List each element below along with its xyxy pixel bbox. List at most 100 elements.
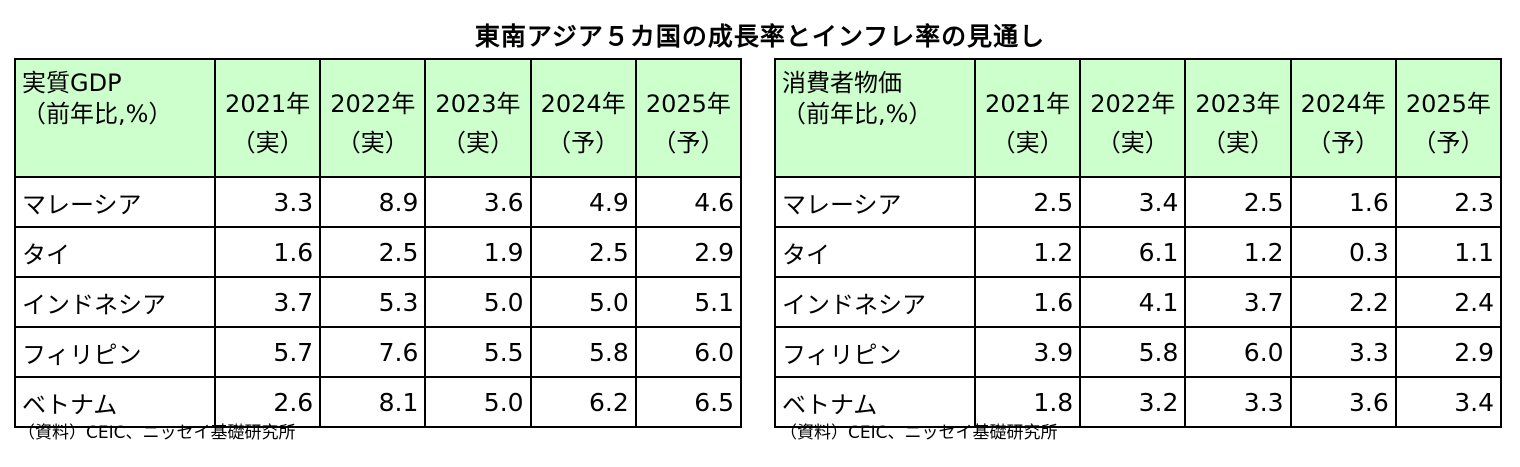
table-cell: 3.2: [1079, 376, 1187, 428]
gdp-table: 実質GDP （前年比,%） 2021年 （実） 2022年 （実） 2023年 （実）…: [14, 58, 743, 428]
table-cell: 7.6: [319, 326, 427, 378]
cpi-table: 消費者物価 （前年比,%） 2021年 （実） 2022年 （実） 2023年 （実）…: [774, 58, 1503, 428]
table-cell: 3.7: [1184, 276, 1292, 328]
table-row: フィリピン 3.9 5.8 6.0 3.3 2.9: [774, 326, 1503, 378]
table-cell: 3.7: [213, 276, 322, 328]
column-year: 2023年: [435, 90, 521, 118]
row-country: インドネシア: [774, 276, 976, 328]
table-cell: 5.0: [424, 376, 532, 428]
table-cell: 3.4: [1394, 376, 1503, 428]
gdp-header-label: 実質GDP （前年比,%）: [14, 58, 216, 178]
column-kind: （実）: [441, 129, 514, 157]
table-cell: 5.3: [319, 276, 427, 328]
gdp-header-unit: （前年比,%）: [22, 100, 173, 128]
table-cell: 2.9: [634, 226, 743, 278]
column-year: 2023年: [1195, 90, 1281, 118]
column-kind: （実）: [231, 129, 304, 157]
column-header: 2022年 （実）: [1079, 58, 1187, 178]
row-country: ベトナム: [774, 376, 976, 428]
column-year: 2021年: [985, 90, 1071, 118]
table-header-row: 消費者物価 （前年比,%） 2021年 （実） 2022年 （実） 2023年 （実）…: [774, 58, 1503, 178]
column-header: 2023年 （実）: [1184, 58, 1292, 178]
table-cell: 1.6: [213, 226, 322, 278]
table-row: ベトナム 1.8 3.2 3.3 3.6 3.4: [774, 376, 1503, 428]
table-row: ベトナム 2.6 8.1 5.0 6.2 6.5: [14, 376, 743, 428]
table-cell: 5.8: [1079, 326, 1187, 378]
table-cell: 6.1: [1079, 226, 1187, 278]
table-cell: 6.2: [529, 376, 637, 428]
table-cell: 6.5: [634, 376, 743, 428]
table-header-row: 実質GDP （前年比,%） 2021年 （実） 2022年 （実） 2023年 （実）…: [14, 58, 743, 178]
table-cell: 5.7: [213, 326, 322, 378]
cpi-header-label: 消費者物価 （前年比,%）: [774, 58, 976, 178]
table-cell: 1.8: [973, 376, 1082, 428]
column-kind: （実）: [991, 129, 1064, 157]
gdp-header-title: 実質GDP: [22, 69, 122, 97]
table-cell: 3.4: [1079, 176, 1187, 228]
table-cell: 2.6: [213, 376, 322, 428]
table-cell: 3.6: [1289, 376, 1397, 428]
row-country: フィリピン: [14, 326, 216, 378]
table-cell: 2.5: [1184, 176, 1292, 228]
column-header: 2021年 （実）: [973, 58, 1082, 178]
table-cell: 8.1: [319, 376, 427, 428]
row-country: インドネシア: [14, 276, 216, 328]
table-cell: 4.6: [634, 176, 743, 228]
table-cell: 2.3: [1394, 176, 1503, 228]
table-row: タイ 1.2 6.1 1.2 0.3 1.1: [774, 226, 1503, 278]
row-country: マレーシア: [774, 176, 976, 228]
table-cell: 2.5: [319, 226, 427, 278]
table-cell: 5.0: [424, 276, 532, 328]
column-year: 2022年: [330, 90, 416, 118]
table-cell: 5.5: [424, 326, 532, 378]
table-cell: 1.9: [424, 226, 532, 278]
column-kind: （実）: [336, 129, 409, 157]
table-cell: 2.2: [1289, 276, 1397, 328]
cpi-header-unit: （前年比,%）: [782, 100, 933, 128]
column-header: 2023年 （実）: [424, 58, 532, 178]
column-kind: （予）: [652, 129, 725, 157]
column-year: 2024年: [540, 90, 626, 118]
table-row: インドネシア 3.7 5.3 5.0 5.0 5.1: [14, 276, 743, 328]
column-header: 2024年 （予）: [529, 58, 637, 178]
source-note: （資料）CEIC、ニッセイ基礎研究所: [780, 423, 1058, 443]
table-cell: 5.1: [634, 276, 743, 328]
table-cell: 8.9: [319, 176, 427, 228]
table-cell: 2.5: [973, 176, 1082, 228]
table-cell: 3.9: [973, 326, 1082, 378]
table-cell: 3.3: [1289, 326, 1397, 378]
column-year: 2024年: [1300, 90, 1386, 118]
table-row: インドネシア 1.6 4.1 3.7 2.2 2.4: [774, 276, 1503, 328]
table-cell: 4.1: [1079, 276, 1187, 328]
row-country: タイ: [774, 226, 976, 278]
column-year: 2025年: [1405, 90, 1491, 118]
table-cell: 6.0: [634, 326, 743, 378]
table-cell: 1.1: [1394, 226, 1503, 278]
table-cell: 4.9: [529, 176, 637, 228]
table-cell: 2.9: [1394, 326, 1503, 378]
table-row: マレーシア 2.5 3.4 2.5 1.6 2.3: [774, 176, 1503, 228]
table-row: タイ 1.6 2.5 1.9 2.5 2.9: [14, 226, 743, 278]
table-cell: 5.0: [529, 276, 637, 328]
chart-title: 東南アジア５カ国の成長率とインフレ率の見通し: [474, 22, 1046, 51]
row-country: フィリピン: [774, 326, 976, 378]
column-kind: （予）: [547, 129, 620, 157]
table-cell: 6.0: [1184, 326, 1292, 378]
column-header: 2022年 （実）: [319, 58, 427, 178]
table-cell: 1.2: [973, 226, 1082, 278]
column-kind: （予）: [1412, 129, 1485, 157]
column-year: 2021年: [225, 90, 311, 118]
table-cell: 2.4: [1394, 276, 1503, 328]
cpi-header-title: 消費者物価: [782, 69, 902, 97]
table-cell: 2.5: [529, 226, 637, 278]
table-cell: 1.6: [973, 276, 1082, 328]
column-kind: （実）: [1201, 129, 1274, 157]
table-cell: 3.3: [213, 176, 322, 228]
table-row: マレーシア 3.3 8.9 3.6 4.9 4.6: [14, 176, 743, 228]
table-cell: 3.6: [424, 176, 532, 228]
row-country: タイ: [14, 226, 216, 278]
table-row: フィリピン 5.7 7.6 5.5 5.8 6.0: [14, 326, 743, 378]
table-cell: 0.3: [1289, 226, 1397, 278]
column-year: 2025年: [645, 90, 731, 118]
column-year: 2022年: [1090, 90, 1176, 118]
